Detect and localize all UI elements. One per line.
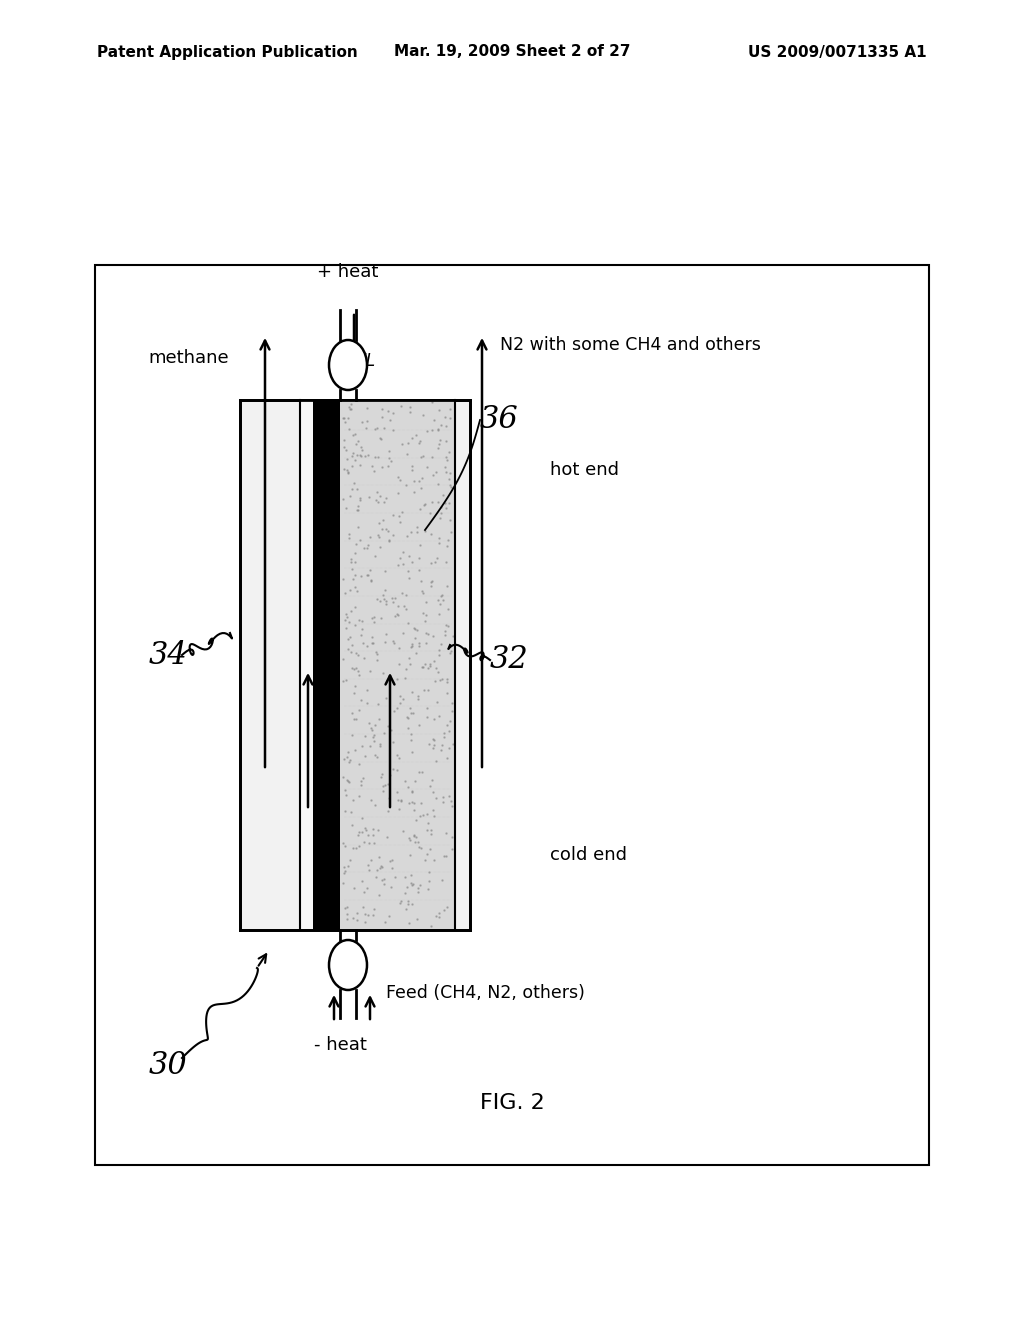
Bar [300,400,455,931]
Bar [300,400,313,931]
Text: US 2009/0071335 A1: US 2009/0071335 A1 [749,45,927,59]
Text: methane: methane [148,348,228,367]
Text: Mar. 19, 2009 Sheet 2 of 27: Mar. 19, 2009 Sheet 2 of 27 [394,45,630,59]
Bar [313,400,340,931]
Text: FIG. 2: FIG. 2 [479,1093,545,1113]
Ellipse shape [329,940,367,990]
Ellipse shape [329,341,367,389]
Text: + heat: + heat [317,263,379,281]
Text: 30: 30 [148,1049,187,1081]
Text: IL: IL [362,352,376,370]
Text: 36: 36 [480,404,519,436]
Text: 34: 34 [148,639,187,671]
Text: Patent Application Publication: Patent Application Publication [97,45,357,59]
Text: 32: 32 [490,644,528,676]
Text: cold end: cold end [550,846,627,865]
Bar [95,265,929,1166]
Text: Feed (CH4, N2, others): Feed (CH4, N2, others) [386,983,585,1002]
Text: - heat: - heat [313,1036,367,1053]
Text: hot end: hot end [550,461,618,479]
Bar [240,400,470,931]
Text: N2 with some CH4 and others: N2 with some CH4 and others [500,337,761,354]
